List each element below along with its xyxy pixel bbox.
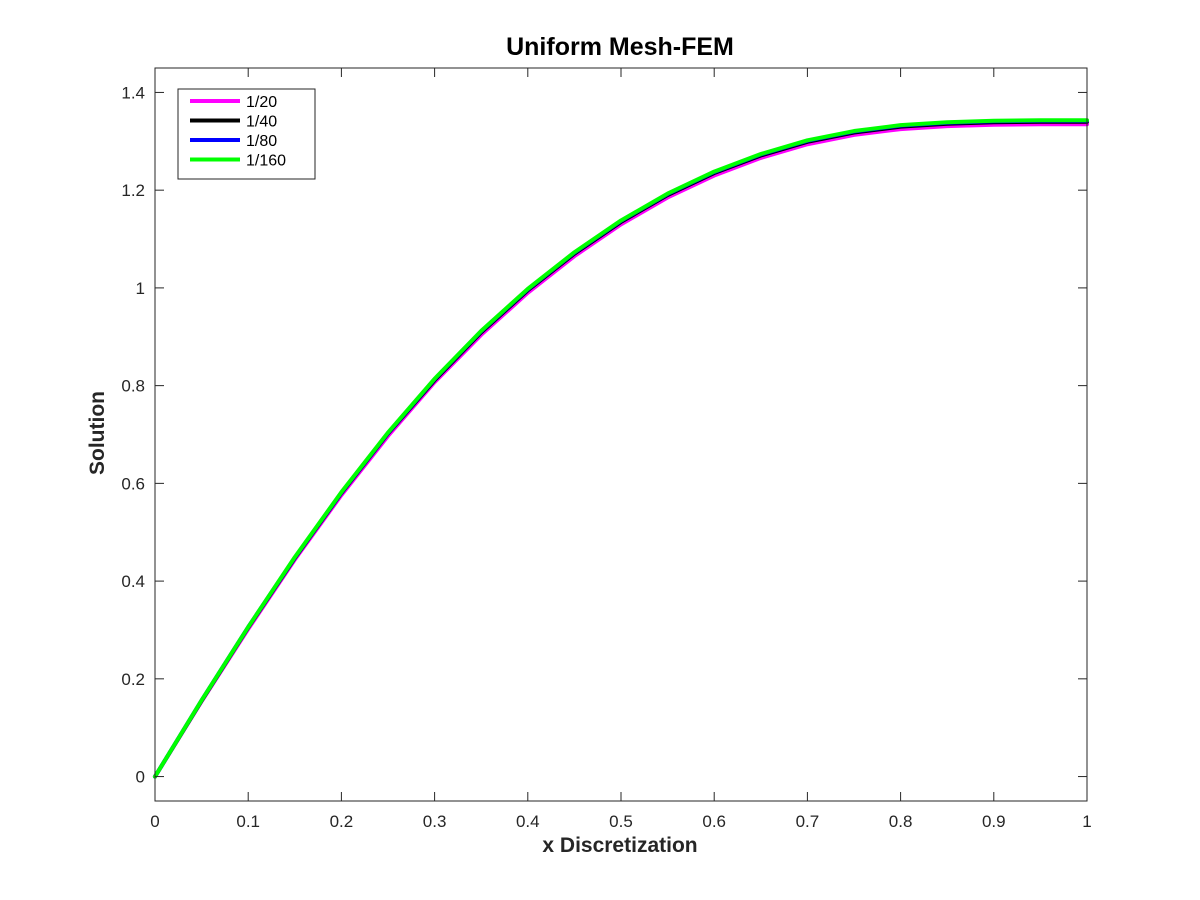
- y-tick-label: 0: [136, 768, 145, 787]
- x-tick-label: 0.3: [423, 812, 447, 831]
- series-line-4: [153, 118, 1089, 779]
- x-tick-label: 1: [1082, 812, 1091, 831]
- legend: 1/20 1/40 1/80 1/160: [177, 88, 316, 180]
- x-tick-label: 0.1: [236, 812, 260, 831]
- y-tick-label: 0.2: [121, 670, 145, 689]
- y-tick-label: 0.4: [121, 572, 145, 591]
- x-tick-label: 0.6: [702, 812, 726, 831]
- x-tick-label: 0: [150, 812, 159, 831]
- x-axis-title: x Discretization: [542, 834, 697, 857]
- legend-label-1: 1/20: [246, 94, 277, 111]
- axes: 0 0.1 0.2 0.3 0.4 0.5 0.6 0.7 0.8 0.9 1 0 0.2 0.4 0.6 0…: [121, 67, 1092, 831]
- x-tick-label: 0.5: [609, 812, 633, 831]
- y-tick-label: 1: [136, 279, 145, 298]
- x-tick-label: 0.2: [330, 812, 354, 831]
- x-tick-label: 0.9: [982, 812, 1006, 831]
- legend-label-3: 1/80: [246, 133, 277, 150]
- legend-box: [177, 88, 316, 180]
- legend-label-4: 1/160: [246, 153, 286, 170]
- x-tick-label: 0.4: [516, 812, 540, 831]
- legend-label-2: 1/40: [246, 114, 277, 131]
- x-tick-label: 0.8: [889, 812, 913, 831]
- y-tick-label: 0.8: [121, 377, 145, 396]
- x-tick-label: 0.7: [796, 812, 820, 831]
- y-tick-label: 1.2: [121, 181, 145, 200]
- chart-title: Uniform Mesh-FEM: [506, 33, 734, 61]
- plot-area: [153, 118, 1089, 779]
- y-axis-title: Solution: [86, 391, 109, 475]
- y-tick-label: 1.4: [121, 83, 145, 102]
- y-tick-label: 0.6: [121, 474, 145, 493]
